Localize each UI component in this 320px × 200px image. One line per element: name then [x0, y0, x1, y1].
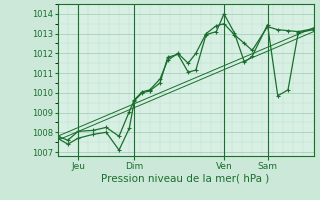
X-axis label: Pression niveau de la mer( hPa ): Pression niveau de la mer( hPa ) [101, 173, 270, 183]
